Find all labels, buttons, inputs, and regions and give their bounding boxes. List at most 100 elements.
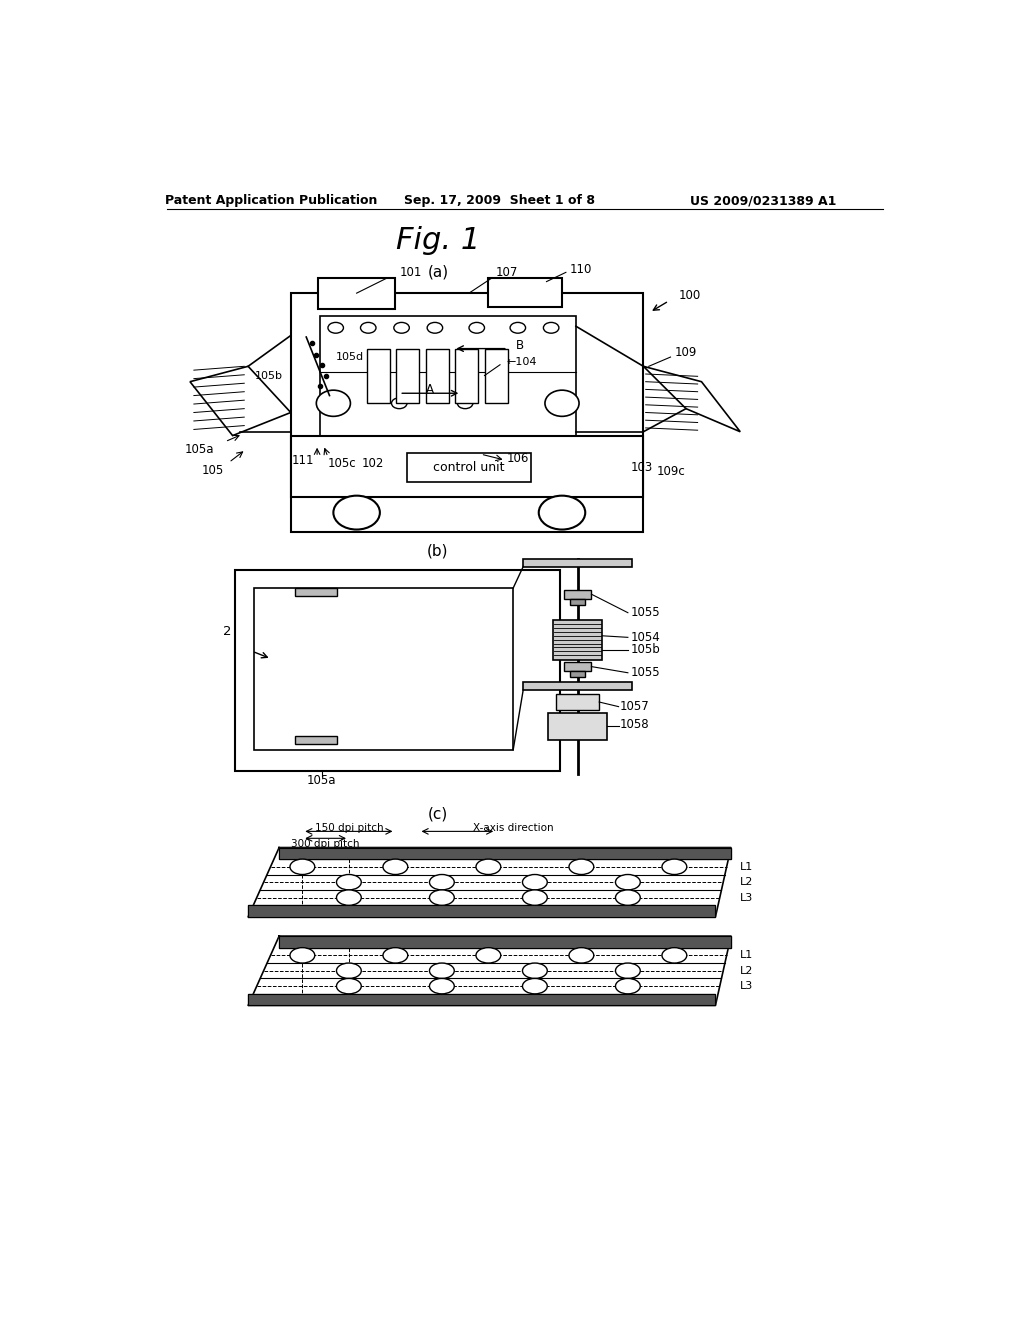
Text: 105: 105 bbox=[202, 463, 224, 477]
Ellipse shape bbox=[522, 964, 547, 978]
Polygon shape bbox=[248, 906, 716, 917]
Text: 107: 107 bbox=[496, 265, 518, 279]
Ellipse shape bbox=[337, 874, 361, 890]
Polygon shape bbox=[248, 847, 731, 917]
Bar bbox=[569, 672, 586, 677]
Text: 1054: 1054 bbox=[630, 631, 659, 644]
Polygon shape bbox=[248, 994, 716, 1006]
Bar bbox=[523, 558, 632, 566]
Ellipse shape bbox=[569, 859, 594, 875]
Ellipse shape bbox=[662, 948, 687, 964]
Ellipse shape bbox=[615, 874, 640, 890]
Text: US 2009/0231389 A1: US 2009/0231389 A1 bbox=[690, 194, 837, 207]
Ellipse shape bbox=[337, 978, 361, 994]
Text: 106: 106 bbox=[506, 453, 528, 465]
Text: 102: 102 bbox=[362, 457, 384, 470]
Text: 110: 110 bbox=[569, 263, 592, 276]
Text: 1058: 1058 bbox=[621, 718, 650, 731]
Ellipse shape bbox=[337, 890, 361, 906]
Text: L3: L3 bbox=[740, 981, 754, 991]
Bar bbox=[563, 590, 592, 599]
Text: L2: L2 bbox=[740, 966, 754, 975]
Bar bbox=[291, 293, 643, 532]
Bar bbox=[291, 436, 643, 498]
Bar bbox=[295, 589, 337, 595]
Ellipse shape bbox=[427, 322, 442, 333]
Text: 105c: 105c bbox=[328, 457, 356, 470]
Ellipse shape bbox=[383, 859, 408, 875]
Ellipse shape bbox=[545, 391, 579, 416]
Bar bbox=[488, 277, 562, 308]
Ellipse shape bbox=[662, 859, 687, 875]
Polygon shape bbox=[643, 367, 740, 432]
Ellipse shape bbox=[569, 948, 594, 964]
Text: control unit: control unit bbox=[433, 461, 505, 474]
Ellipse shape bbox=[429, 874, 455, 890]
Bar bbox=[523, 682, 632, 689]
Text: A: A bbox=[426, 383, 434, 396]
Text: 1057: 1057 bbox=[621, 700, 650, 713]
Ellipse shape bbox=[458, 397, 473, 409]
Bar bbox=[321, 317, 575, 459]
Ellipse shape bbox=[290, 948, 314, 964]
Text: (a): (a) bbox=[427, 265, 449, 280]
Ellipse shape bbox=[615, 890, 640, 906]
Text: Patent Application Publication: Patent Application Publication bbox=[165, 194, 378, 207]
Ellipse shape bbox=[615, 964, 640, 978]
Ellipse shape bbox=[544, 322, 559, 333]
Ellipse shape bbox=[429, 964, 455, 978]
Ellipse shape bbox=[539, 495, 586, 529]
Polygon shape bbox=[190, 367, 291, 436]
Text: Sep. 17, 2009  Sheet 1 of 8: Sep. 17, 2009 Sheet 1 of 8 bbox=[404, 194, 596, 207]
Text: L1: L1 bbox=[740, 862, 754, 871]
Text: 101: 101 bbox=[399, 265, 422, 279]
Bar bbox=[563, 663, 592, 671]
Ellipse shape bbox=[429, 978, 455, 994]
Bar bbox=[556, 693, 599, 710]
Text: L1: L1 bbox=[740, 950, 754, 961]
Polygon shape bbox=[248, 936, 731, 1006]
Bar bbox=[553, 620, 602, 660]
Ellipse shape bbox=[337, 964, 361, 978]
Ellipse shape bbox=[383, 948, 408, 964]
Polygon shape bbox=[280, 936, 731, 948]
Ellipse shape bbox=[316, 391, 350, 416]
Ellipse shape bbox=[360, 322, 376, 333]
Text: 111: 111 bbox=[292, 454, 314, 467]
Text: 109c: 109c bbox=[656, 465, 685, 478]
Text: B: B bbox=[515, 339, 523, 352]
Ellipse shape bbox=[510, 322, 525, 333]
Ellipse shape bbox=[290, 859, 314, 875]
Text: 105a: 105a bbox=[184, 444, 214, 455]
Ellipse shape bbox=[615, 978, 640, 994]
Text: L2: L2 bbox=[740, 878, 754, 887]
Ellipse shape bbox=[328, 322, 343, 333]
Text: ←104: ←104 bbox=[506, 356, 537, 367]
Bar bbox=[407, 453, 531, 482]
Bar bbox=[396, 350, 420, 404]
Bar bbox=[295, 737, 337, 743]
Text: (b): (b) bbox=[427, 544, 449, 558]
Text: 1055: 1055 bbox=[630, 667, 659, 680]
Text: 2: 2 bbox=[222, 626, 231, 639]
Bar bbox=[254, 589, 513, 750]
Text: 1055: 1055 bbox=[630, 606, 659, 619]
Text: 105a: 105a bbox=[307, 774, 337, 787]
Bar bbox=[484, 350, 508, 404]
Bar bbox=[548, 713, 607, 739]
Bar bbox=[426, 350, 449, 404]
Bar bbox=[317, 277, 395, 309]
Text: X-axis direction: X-axis direction bbox=[473, 822, 554, 833]
Ellipse shape bbox=[522, 874, 547, 890]
Ellipse shape bbox=[469, 322, 484, 333]
Text: L3: L3 bbox=[740, 892, 754, 903]
Text: 300 dpi pitch: 300 dpi pitch bbox=[292, 838, 359, 849]
Ellipse shape bbox=[334, 495, 380, 529]
Ellipse shape bbox=[394, 322, 410, 333]
Text: 150 dpi pitch: 150 dpi pitch bbox=[314, 822, 383, 833]
Text: 105b: 105b bbox=[630, 643, 659, 656]
Ellipse shape bbox=[522, 890, 547, 906]
Polygon shape bbox=[280, 847, 731, 859]
Ellipse shape bbox=[429, 890, 455, 906]
Bar bbox=[367, 350, 390, 404]
